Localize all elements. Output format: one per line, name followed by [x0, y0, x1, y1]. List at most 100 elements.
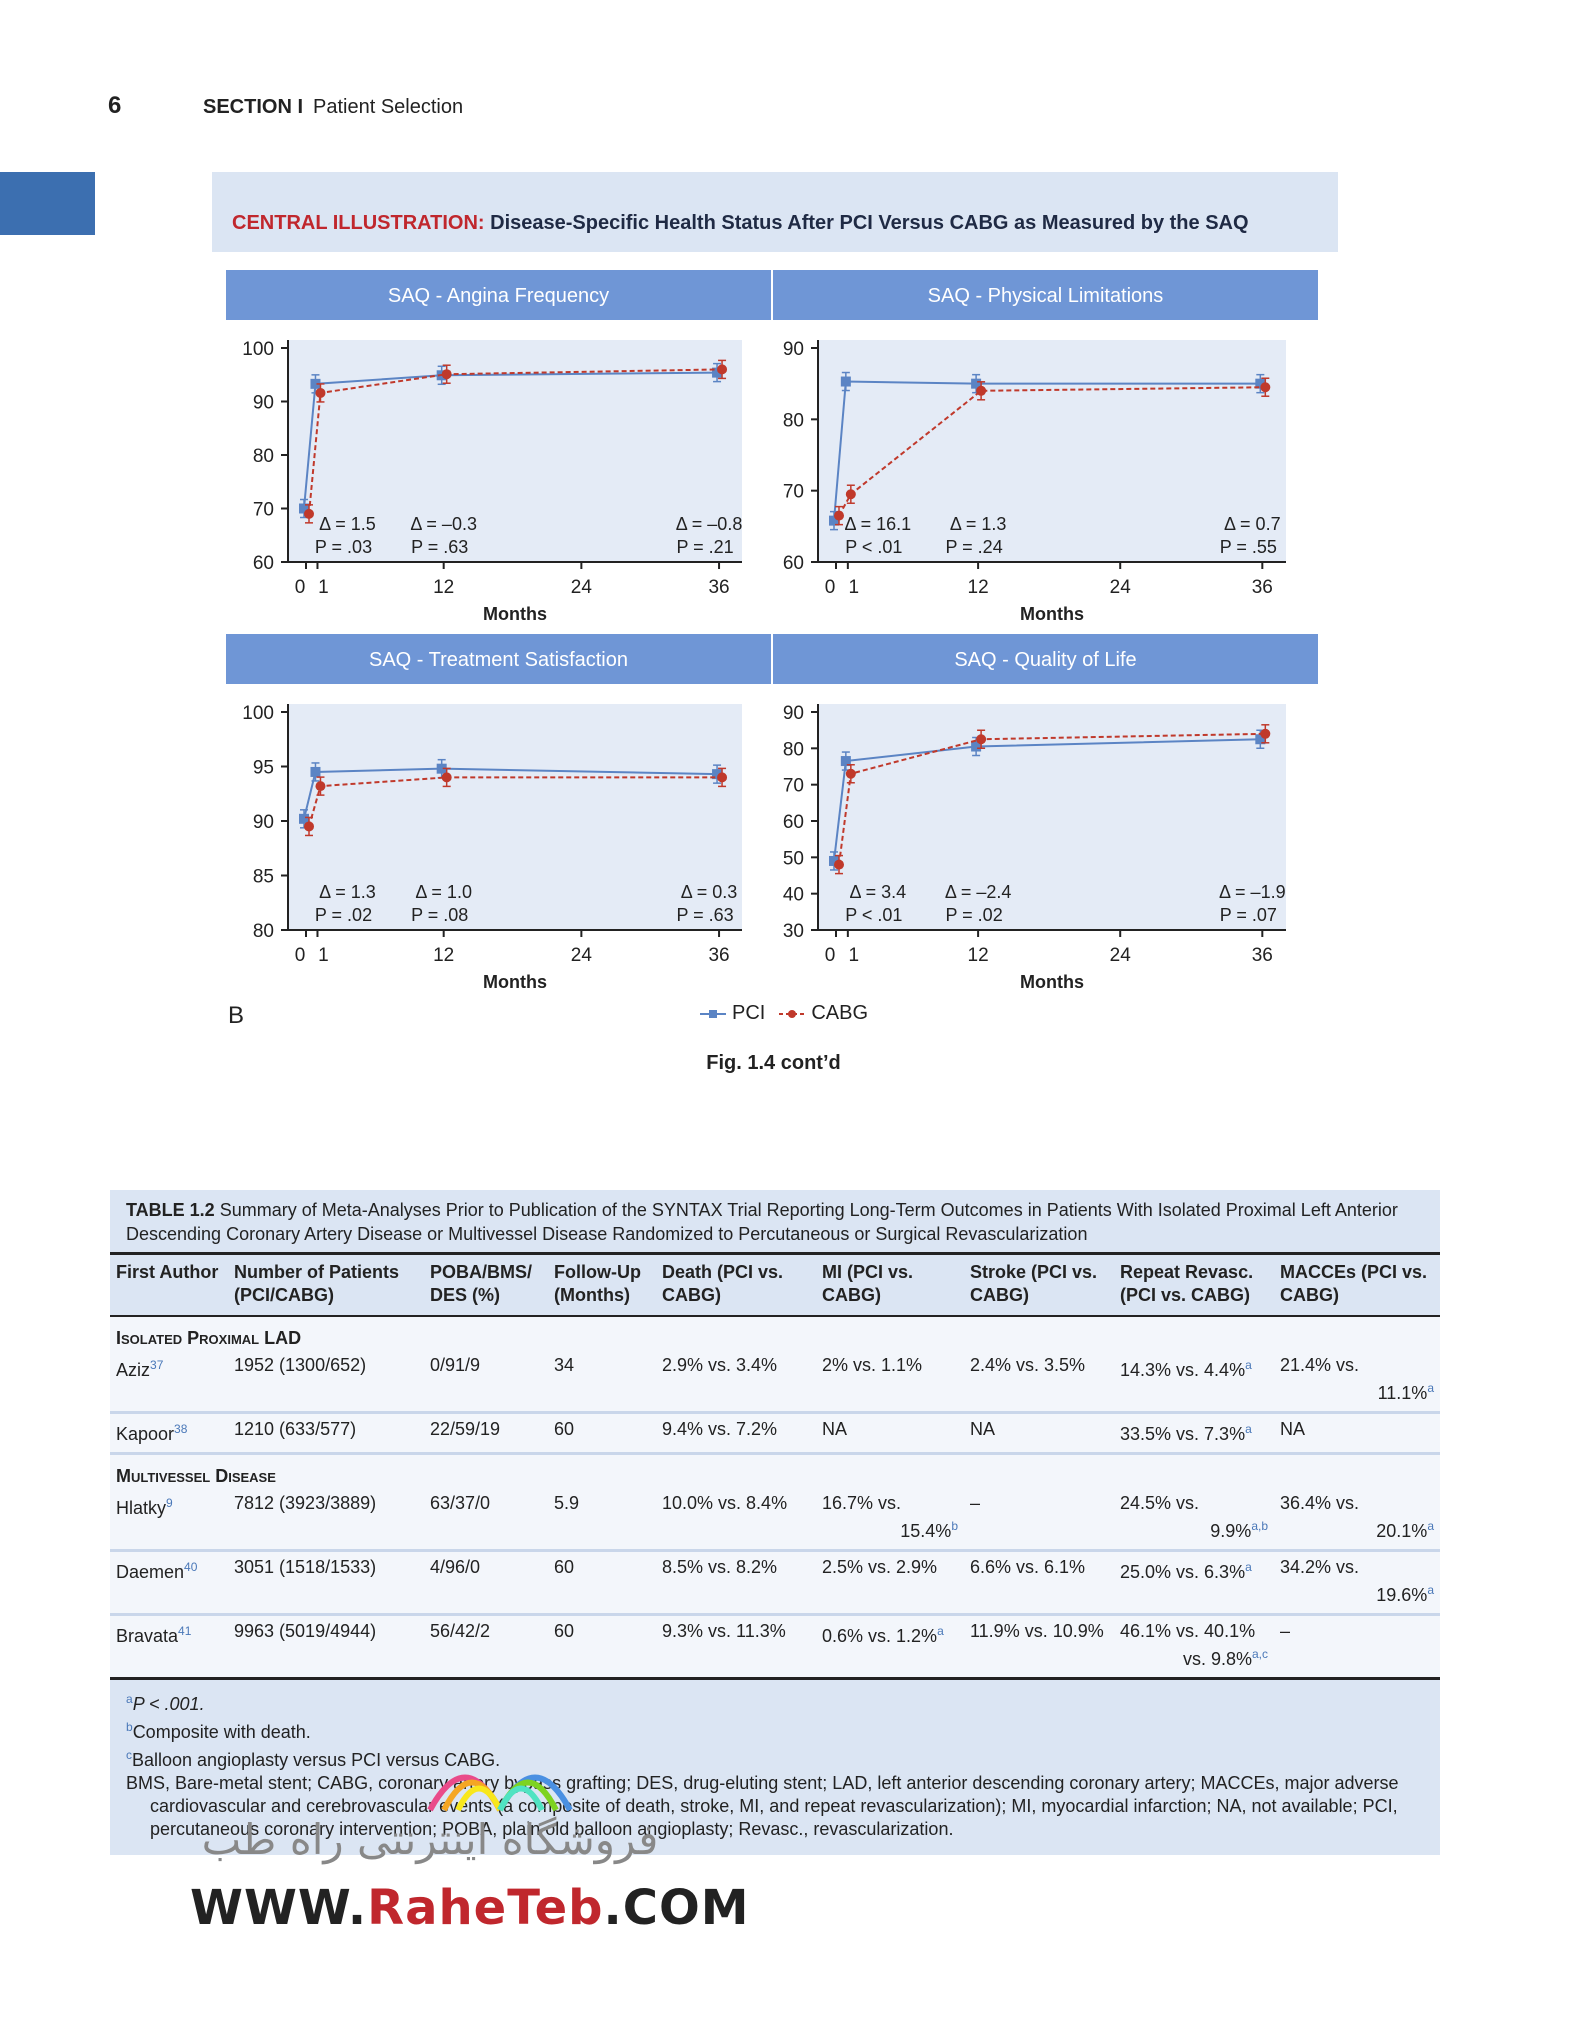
delta-annotation: Δ = 1.3: [319, 882, 376, 902]
cell-revasc: 25.0% vs. 6.3%a: [1114, 1550, 1274, 1616]
legend-pci-swatch: [700, 1009, 726, 1018]
p-value-annotation: P = .07: [1220, 905, 1277, 925]
central-illustration-banner: [212, 172, 1338, 252]
x-tick-label: 1: [849, 577, 860, 598]
footnote-mark: b: [126, 1720, 133, 1734]
footnote-a: aP < .001.: [126, 1688, 1426, 1716]
y-tick-label: 90: [253, 812, 274, 833]
cell-macce: 36.4% vs. 20.1%a: [1274, 1488, 1440, 1552]
cell-author: Daemen40: [110, 1550, 228, 1616]
footnote-mark: a: [1245, 1560, 1252, 1574]
x-tick-label: 12: [433, 577, 454, 598]
revasc-value-b: vs. 9.8%: [1182, 1649, 1252, 1669]
cabg-data-point: [1260, 728, 1271, 739]
cell-stroke: 2.4% vs. 3.5%: [964, 1350, 1114, 1414]
y-tick-label: 70: [783, 776, 804, 797]
legend-cabg-label: CABG: [811, 1002, 869, 1024]
delta-annotation: Δ = –0.8: [676, 514, 743, 534]
panel-header-bar: [773, 270, 1318, 320]
cell-stroke: 11.9% vs. 10.9%: [964, 1614, 1114, 1680]
cabg-data-point: [315, 781, 326, 792]
pci-data-point: [1255, 734, 1266, 745]
y-tick-label: 100: [242, 339, 274, 360]
panel-header-bar: [226, 270, 771, 320]
footnote-text: Composite with death.: [132, 1722, 311, 1742]
x-tick-label: 24: [1110, 945, 1132, 966]
delta-annotation: Δ = 3.4: [850, 882, 907, 902]
table-section-row: Multivessel Disease: [110, 1453, 1440, 1488]
footnote-mark: a: [1245, 1422, 1252, 1436]
delta-annotation: Δ = –1.9: [1219, 882, 1286, 902]
macce-value-cont: 11.1%a: [1280, 1377, 1434, 1405]
footnote-mark: a: [1427, 1381, 1434, 1395]
pci-data-point: [1255, 378, 1266, 389]
cell-patients: 9963 (5019/4944): [228, 1614, 424, 1680]
panel-title: SAQ - Physical Limitations: [928, 285, 1164, 307]
x-tick-label: 0: [825, 945, 836, 966]
pci-data-point: [829, 855, 839, 866]
cell-patients: 3051 (1518/1533): [228, 1550, 424, 1616]
col-poba: POBA/BMS/ DES (%): [424, 1252, 548, 1317]
cell-mi: 0.6% vs. 1.2%a: [816, 1614, 964, 1680]
y-tick-label: 85: [253, 867, 274, 888]
author-name: Daemen: [116, 1562, 185, 1582]
y-tick-label: 30: [783, 921, 804, 942]
pci-series-line: [833, 738, 1261, 862]
pci-data-point: [840, 376, 851, 387]
macce-value: 36.4% vs.: [1280, 1493, 1360, 1513]
footnote-mark: b: [951, 1519, 958, 1533]
plot-area: [818, 704, 1286, 930]
x-tick-label: 12: [433, 945, 454, 966]
y-tick-label: 90: [783, 703, 804, 724]
table-footnotes: aP < .001. bComposite with death. cBallo…: [110, 1680, 1440, 1855]
pci-data-point: [840, 756, 851, 767]
watermark-url-suffix: .COM: [603, 1880, 750, 1936]
y-tick-label: 60: [253, 553, 274, 574]
mi-value-b: 15.4%: [900, 1521, 952, 1541]
revasc-value: 14.3% vs. 4.4%: [1120, 1360, 1246, 1380]
p-value-annotation: P = .63: [411, 537, 468, 557]
cell-poba: 63/37/0: [424, 1488, 548, 1552]
revasc-value-b: 9.9%: [1210, 1521, 1252, 1541]
legend-pci-label: PCI: [732, 1002, 766, 1024]
cell-poba: 56/42/2: [424, 1614, 548, 1680]
footnote-text: Balloon angioplasty versus PCI versus CA…: [132, 1750, 501, 1770]
cabg-series-line: [308, 776, 723, 827]
cell-macce: 34.2% vs. 19.6%a: [1274, 1550, 1440, 1616]
mi-value-cont: 15.4%b: [822, 1515, 958, 1543]
x-tick-label: 36: [1252, 945, 1273, 966]
cell-mi: 2.5% vs. 2.9%: [816, 1550, 964, 1616]
pci-data-point: [310, 378, 321, 389]
macce-value: 34.2% vs.: [1280, 1557, 1360, 1577]
chart-panel: SAQ - Treatment Satisfaction 100 95 90 85 80 0…: [226, 634, 771, 992]
x-axis-label: Months: [483, 972, 547, 992]
y-tick-label: 80: [253, 921, 274, 942]
panel-header-bar: [226, 634, 771, 684]
legend-cabg: CABG: [779, 1002, 868, 1025]
pci-data-point: [971, 378, 982, 389]
cell-poba: 22/59/19: [424, 1412, 548, 1455]
watermark-persian: فروشگاه اینترنتی راه طب: [201, 1815, 659, 1864]
x-tick-label: 36: [708, 945, 729, 966]
col-death: Death (PCI vs. CABG): [656, 1252, 816, 1317]
pci-series-line: [833, 380, 1261, 521]
cell-revasc: 33.5% vs. 7.3%a: [1114, 1412, 1274, 1455]
x-tick-label: 0: [295, 945, 306, 966]
pci-data-point: [299, 813, 309, 824]
cell-macce: NA: [1274, 1412, 1440, 1455]
section-multivessel: Multivessel Disease: [116, 1466, 276, 1486]
macce-value-cont: 19.6%a: [1280, 1579, 1434, 1607]
x-tick-label: 24: [1110, 577, 1132, 598]
chart-panel: SAQ - Angina Frequency 100 90 80 70 60 0 1 12 24 3…: [226, 270, 771, 624]
chart-panel: SAQ - Quality of Life 90 80 70 60 50 40 30 0 1 12 2…: [773, 634, 1318, 992]
y-tick-label: 90: [783, 339, 804, 360]
footnote-mark: a: [1427, 1519, 1434, 1533]
y-tick-label: 80: [253, 446, 274, 467]
watermark-url: WWW.RaheTeb.COM: [190, 1880, 750, 1936]
cell-revasc: 24.5% vs. 9.9%a,b: [1114, 1488, 1274, 1552]
cabg-data-point: [834, 510, 844, 521]
cell-followup: 60: [548, 1550, 656, 1616]
cell-followup: 60: [548, 1614, 656, 1680]
cabg-series-line: [308, 368, 723, 514]
col-mi: MI (PCI vs. CABG): [816, 1252, 964, 1317]
